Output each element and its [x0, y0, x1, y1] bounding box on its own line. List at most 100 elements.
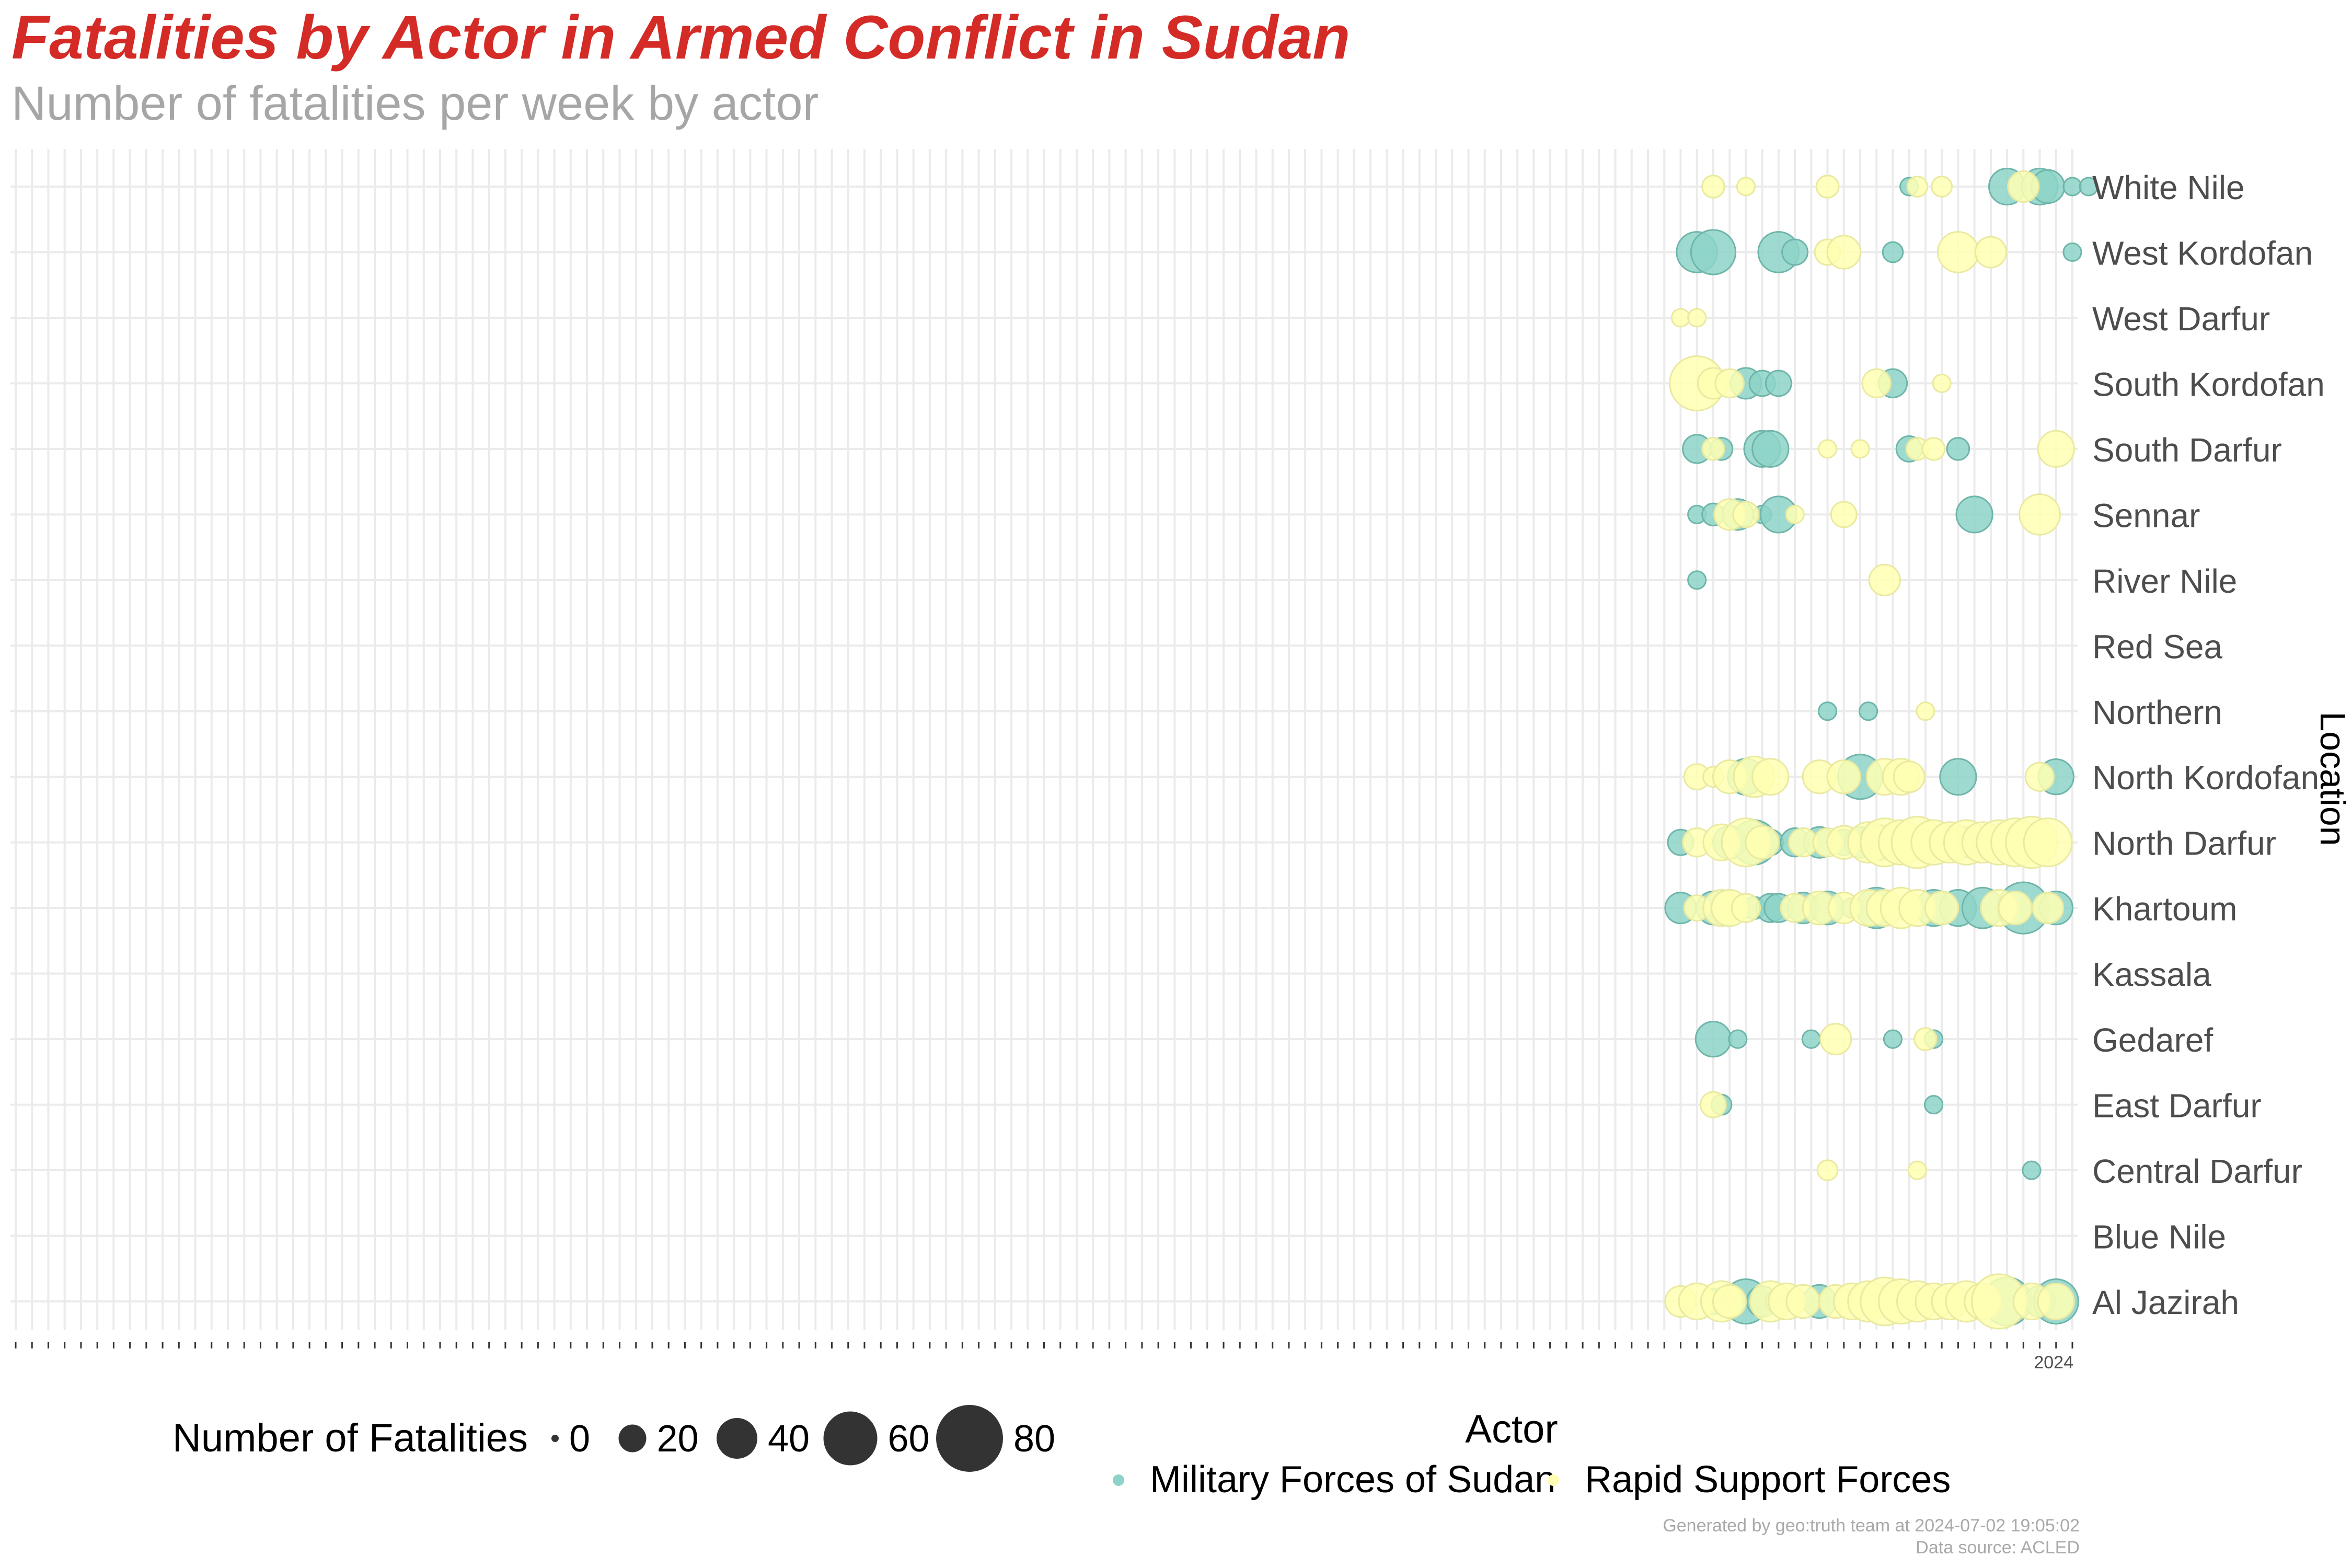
point-rsf [1687, 308, 1707, 328]
point-rsf [1916, 701, 1935, 721]
point-rsf [1998, 890, 2033, 926]
point-rsf [1893, 760, 1926, 793]
point-military [1859, 701, 1878, 721]
point-rsf [2019, 493, 2061, 536]
chart-title: Fatalities by Actor in Armed Conflict in… [11, 3, 1351, 72]
point-rsf [1924, 890, 1959, 926]
point-military [1687, 570, 1707, 590]
chart-subtitle: Number of fatalities per week by actor [11, 77, 819, 130]
point-rsf [1785, 1284, 1820, 1319]
y-tick-label: Kassala [2092, 956, 2211, 994]
grid-lines [10, 149, 2078, 1330]
point-military [1781, 238, 1809, 266]
data-points [1664, 167, 2099, 1330]
point-rsf [1974, 236, 2007, 269]
point-rsf [1751, 758, 1790, 796]
y-axis-labels: White Nile West Kordofan West Darfur South … [2092, 169, 2325, 1321]
y-tick-label: East Darfur [2092, 1087, 2262, 1125]
point-military [1728, 1029, 1748, 1049]
point-rsf [1819, 1023, 1852, 1056]
color-legend-key [1548, 1474, 1559, 1486]
point-military [1765, 370, 1792, 397]
point-military [1801, 1029, 1821, 1049]
point-military [2022, 1160, 2042, 1180]
size-legend-key [551, 1435, 559, 1442]
point-military [1882, 241, 1904, 263]
y-tick-label: Blue Nile [2092, 1218, 2226, 1256]
point-rsf [1701, 175, 1725, 199]
x-axis-ticks: 2024 [15, 1342, 2073, 1373]
y-tick-label: Al Jazirah [2092, 1284, 2239, 1321]
point-military [1817, 701, 1838, 721]
size-legend-title: Number of Fatalities [172, 1416, 528, 1460]
y-tick-label: South Darfur [2092, 431, 2282, 469]
point-rsf [1931, 176, 1953, 198]
point-rsf [1731, 893, 1761, 923]
point-rsf [1850, 439, 1870, 459]
y-axis-title: Location [2313, 711, 2352, 846]
size-legend-label: 60 [888, 1418, 930, 1460]
point-rsf [2037, 1282, 2075, 1321]
point-rsf [2032, 892, 2065, 925]
point-rsf [1868, 563, 1901, 596]
color-legend-key [1113, 1474, 1124, 1486]
color-legend-label: Military Forces of Sudan [1150, 1459, 1555, 1501]
point-rsf [1937, 231, 1979, 273]
point-rsf [2024, 762, 2055, 792]
point-military [1690, 229, 1737, 275]
caption-source: Data source: ACLED [1916, 1538, 2080, 1558]
size-legend-label: 20 [657, 1418, 699, 1460]
point-rsf [1785, 504, 1805, 524]
point-rsf [1907, 1160, 1927, 1180]
point-rsf [2007, 170, 2040, 203]
size-legend-label: 80 [1013, 1418, 1055, 1460]
color-legend: Actor Military Forces of Sudan Rapid Supp… [1113, 1407, 1951, 1501]
point-military [1694, 1020, 1732, 1058]
color-legend-label: Rapid Support Forces [1585, 1459, 1951, 1501]
size-legend-key [618, 1424, 647, 1452]
point-military [2079, 177, 2099, 197]
x-tick-label: 2024 [2034, 1353, 2073, 1373]
point-rsf [1714, 368, 1745, 399]
point-military [1883, 1029, 1903, 1049]
point-rsf [1745, 825, 1780, 860]
y-tick-label: Khartoum [2092, 890, 2237, 928]
y-tick-label: Sennar [2092, 497, 2200, 534]
point-military [1923, 1095, 1944, 1115]
point-military [2062, 177, 2082, 197]
point-rsf [1913, 1027, 1938, 1051]
y-tick-label: West Kordofan [2092, 234, 2313, 272]
y-tick-label: Central Darfur [2092, 1152, 2302, 1190]
point-military [1955, 495, 1993, 534]
point-rsf [1736, 177, 1756, 197]
point-rsf [1701, 437, 1725, 461]
point-rsf [2023, 817, 2073, 868]
point-rsf [1816, 1159, 1839, 1181]
point-rsf [1712, 1284, 1747, 1319]
y-tick-label: Red Sea [2092, 628, 2222, 665]
chart-caption: Generated by geo:truth team at 2024-07-0… [1663, 1515, 2080, 1559]
point-rsf [1815, 175, 1840, 199]
size-legend-key [717, 1418, 757, 1459]
y-tick-label: South Kordofan [2092, 365, 2325, 403]
point-rsf [1699, 1091, 1727, 1119]
size-legend: Number of Fatalities 0 20 40 60 80 [172, 1405, 1055, 1472]
point-rsf [1932, 373, 1952, 393]
y-tick-label: Gedaref [2092, 1021, 2213, 1059]
y-tick-label: West Darfur [2092, 300, 2270, 338]
color-legend-title: Actor [1465, 1407, 1558, 1451]
y-tick-label: North Kordofan [2092, 759, 2319, 797]
point-rsf [1670, 308, 1691, 328]
point-rsf [2037, 430, 2075, 468]
size-legend-key [936, 1405, 1003, 1472]
point-rsf [1826, 235, 1861, 270]
caption-generated: Generated by geo:truth team at 2024-07-0… [1663, 1516, 2080, 1536]
point-rsf [1826, 759, 1861, 794]
size-legend-label: 40 [768, 1418, 810, 1460]
size-legend-key [823, 1411, 878, 1466]
point-rsf [1732, 501, 1760, 528]
point-rsf [1906, 176, 1929, 198]
point-military [1939, 758, 1977, 796]
point-military [1946, 437, 1970, 461]
